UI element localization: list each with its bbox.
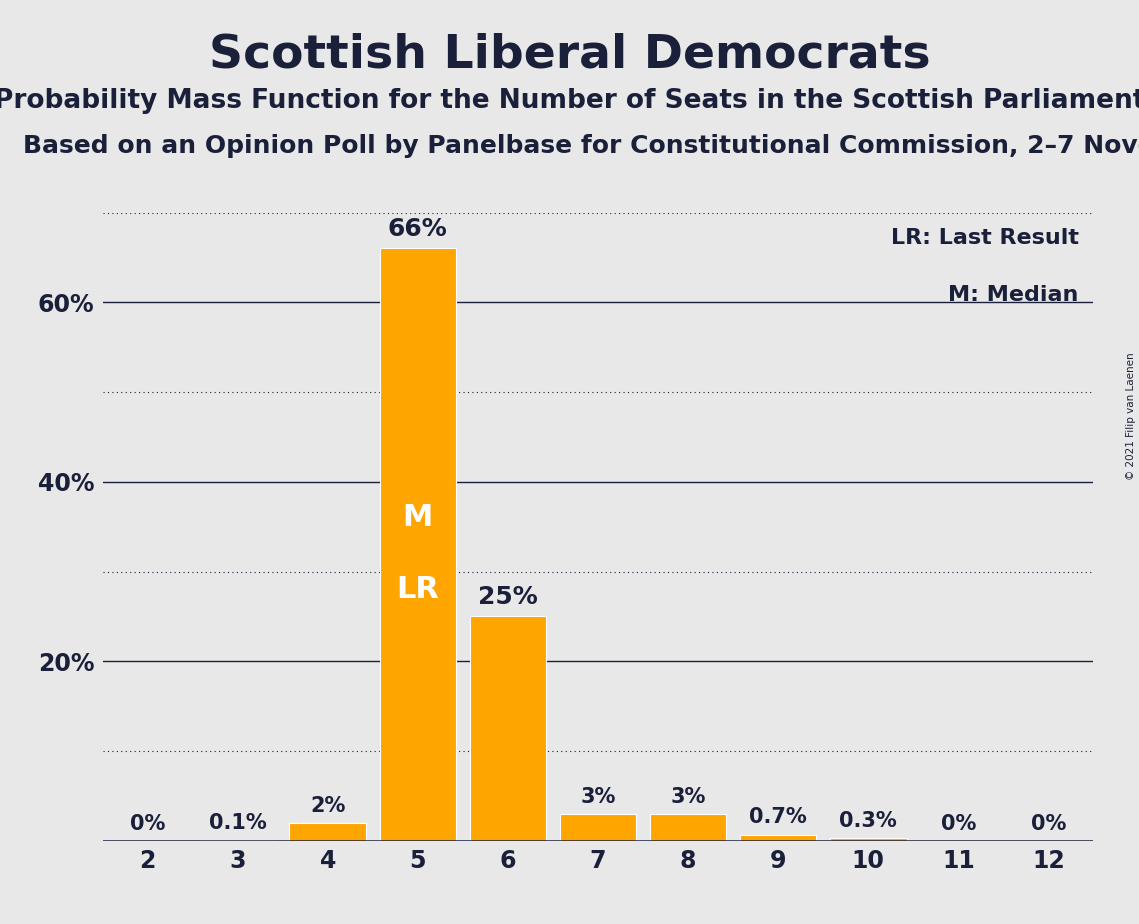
- Text: 25%: 25%: [478, 585, 538, 609]
- Text: Scottish Liberal Democrats: Scottish Liberal Democrats: [208, 32, 931, 78]
- Text: 0.3%: 0.3%: [839, 811, 898, 831]
- Text: Based on an Opinion Poll by Panelbase for Constitutional Commission, 2–7 Novembe: Based on an Opinion Poll by Panelbase fo…: [23, 134, 1139, 158]
- Text: 0%: 0%: [130, 814, 165, 833]
- Bar: [379, 249, 456, 841]
- Text: M: Median: M: Median: [948, 285, 1079, 305]
- Text: 0.1%: 0.1%: [208, 813, 267, 833]
- Text: LR: Last Result: LR: Last Result: [891, 228, 1079, 249]
- Bar: [289, 823, 366, 841]
- Text: © 2021 Filip van Laenen: © 2021 Filip van Laenen: [1126, 352, 1136, 480]
- Bar: [740, 834, 817, 841]
- Bar: [559, 814, 637, 841]
- Text: Probability Mass Function for the Number of Seats in the Scottish Parliament: Probability Mass Function for the Number…: [0, 88, 1139, 114]
- Text: M: M: [402, 504, 433, 532]
- Bar: [469, 616, 547, 841]
- Text: 0%: 0%: [1031, 814, 1066, 833]
- Bar: [830, 838, 907, 841]
- Text: LR: LR: [396, 575, 440, 604]
- Text: 0.7%: 0.7%: [749, 808, 808, 827]
- Text: 66%: 66%: [388, 217, 448, 241]
- Text: 3%: 3%: [671, 786, 706, 807]
- Text: 2%: 2%: [310, 796, 345, 816]
- Text: 3%: 3%: [580, 786, 616, 807]
- Bar: [649, 814, 727, 841]
- Text: 0%: 0%: [941, 814, 976, 833]
